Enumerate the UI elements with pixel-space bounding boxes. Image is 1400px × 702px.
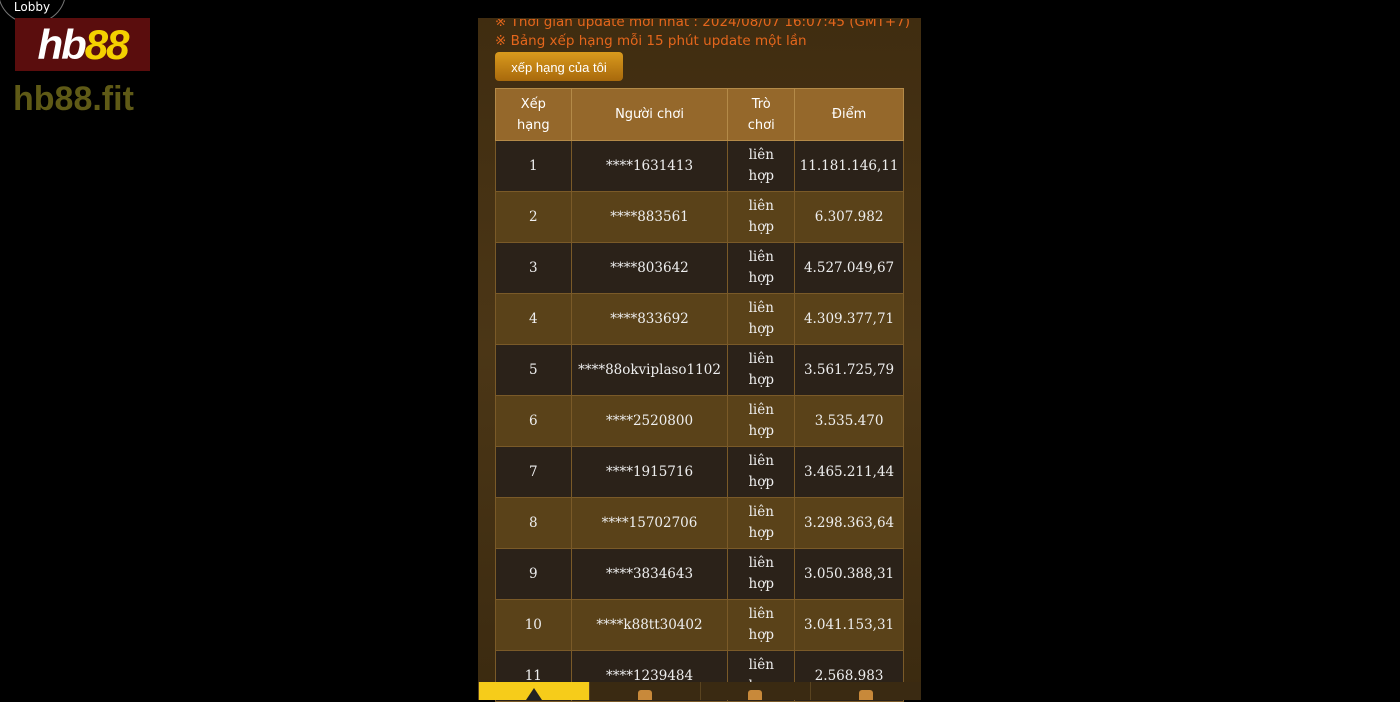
cell-score: 4.527.049,67	[794, 242, 904, 294]
cell-player: ****1631413	[570, 140, 729, 192]
header-score: Điểm	[794, 88, 904, 141]
cell-rank: 5	[495, 344, 572, 396]
cell-rank: 1	[495, 140, 572, 192]
table-row: 5 ****88okviplaso1102 liên hợp 3.561.725,79	[495, 344, 904, 396]
cell-game: liên hợp	[727, 548, 796, 600]
my-rank-button[interactable]: xếp hạng của tôi	[495, 52, 623, 81]
header-rank: Xếp hạng	[495, 88, 572, 141]
site-watermark: hb88.fit	[13, 80, 134, 118]
cell-player: ****3834643	[570, 548, 729, 600]
table-row: 4 ****833692 liên hợp 4.309.377,71	[495, 293, 904, 345]
table-row: 1 ****1631413 liên hợp 11.181.146,11	[495, 140, 904, 192]
table-row: 10 ****k88tt30402 liên hợp 3.041.153,31	[495, 599, 904, 651]
leaderboard-table: Xếp hạng Người chơi Trò chơi Điểm 1 ****1631…	[495, 88, 904, 702]
cell-player: ****1915716	[570, 446, 729, 498]
cell-score: 3.050.388,31	[794, 548, 904, 600]
cell-rank: 10	[495, 599, 572, 651]
hb88-logo: hb88	[15, 18, 150, 71]
cell-score: 3.561.725,79	[794, 344, 904, 396]
table-row: 7 ****1915716 liên hợp 3.465.211,44	[495, 446, 904, 498]
table-row: 2 ****883561 liên hợp 6.307.982	[495, 191, 904, 243]
top-bar	[478, 0, 921, 18]
cell-game: liên hợp	[727, 344, 796, 396]
nav-tab-3[interactable]	[699, 682, 811, 700]
cell-score: 4.309.377,71	[794, 293, 904, 345]
cell-player: ****k88tt30402	[570, 599, 729, 651]
table-row: 9 ****3834643 liên hợp 3.050.388,31	[495, 548, 904, 600]
table-row: 6 ****2520800 liên hợp 3.535.470	[495, 395, 904, 447]
update-interval-note: ※ Bảng xếp hạng mỗi 15 phút update một l…	[495, 33, 807, 49]
cell-score: 3.465.211,44	[794, 446, 904, 498]
update-time-note: ※ Thời gian update mới nhất : 2024/08/07…	[495, 14, 911, 30]
ranking-icon	[525, 688, 542, 700]
cell-game: liên hợp	[727, 293, 796, 345]
gift-icon	[748, 690, 763, 700]
cell-rank: 3	[495, 242, 572, 294]
cell-game: liên hợp	[727, 395, 796, 447]
nav-tab-4[interactable]	[810, 682, 921, 700]
cell-score: 3.041.153,31	[794, 599, 904, 651]
leaderboard-panel: ※ Thời gian update mới nhất : 2024/08/07…	[478, 0, 921, 702]
cell-rank: 2	[495, 191, 572, 243]
cell-player: ****803642	[570, 242, 729, 294]
bottom-nav	[478, 682, 921, 700]
header-player: Người chơi	[570, 88, 729, 141]
header-game: Trò chơi	[727, 88, 796, 141]
cell-game: liên hợp	[727, 497, 796, 549]
cell-player: ****15702706	[570, 497, 729, 549]
cell-game: liên hợp	[727, 140, 796, 192]
cell-rank: 4	[495, 293, 572, 345]
cell-rank: 6	[495, 395, 572, 447]
table-header: Xếp hạng Người chơi Trò chơi Điểm	[495, 88, 904, 141]
cell-player: ****88okviplaso1102	[570, 344, 729, 396]
cell-score: 6.307.982	[794, 191, 904, 243]
document-icon	[859, 690, 874, 700]
cell-score: 3.535.470	[794, 395, 904, 447]
table-row: 3 ****803642 liên hợp 4.527.049,67	[495, 242, 904, 294]
cell-rank: 9	[495, 548, 572, 600]
cell-game: liên hợp	[727, 191, 796, 243]
cell-player: ****833692	[570, 293, 729, 345]
cell-rank: 8	[495, 497, 572, 549]
nav-tab-1[interactable]	[478, 682, 589, 700]
cell-player: ****2520800	[570, 395, 729, 447]
table-row: 8 ****15702706 liên hợp 3.298.363,64	[495, 497, 904, 549]
cell-game: liên hợp	[727, 242, 796, 294]
cell-game: liên hợp	[727, 599, 796, 651]
cell-player: ****883561	[570, 191, 729, 243]
cell-score: 3.298.363,64	[794, 497, 904, 549]
cell-rank: 7	[495, 446, 572, 498]
cell-game: liên hợp	[727, 446, 796, 498]
nav-tab-2[interactable]	[588, 682, 700, 700]
cell-score: 11.181.146,11	[794, 140, 904, 192]
user-icon	[637, 690, 652, 700]
